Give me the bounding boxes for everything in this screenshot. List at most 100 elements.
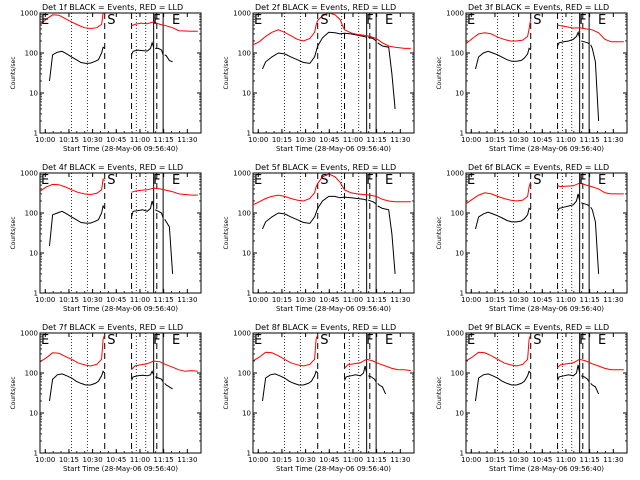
phase-marker: S <box>533 173 541 188</box>
x-tick-label: 10:45 <box>319 136 339 144</box>
x-tick-label: 10:45 <box>532 456 552 464</box>
x-tick-label: 10:30 <box>296 296 316 304</box>
events-series-line <box>262 365 387 402</box>
y-tick-label: 1000 <box>446 10 464 18</box>
lld-series-line <box>253 13 411 49</box>
x-tick-label: 11:00 <box>343 136 363 144</box>
y-tick-label: 1 <box>460 290 464 298</box>
events-series-line <box>475 193 600 274</box>
reference-lines <box>284 333 377 453</box>
x-tick-label: 11:00 <box>343 456 363 464</box>
plot-frame <box>39 172 202 294</box>
x-tick-label: 10:45 <box>106 456 126 464</box>
lld-series-line <box>40 13 198 32</box>
reference-lines <box>497 333 590 453</box>
y-axis-label: Counts/sec <box>223 216 230 249</box>
x-tick-label: 10:30 <box>83 296 103 304</box>
x-tick-label: 10:30 <box>509 456 529 464</box>
y-tick-label: 100 <box>25 370 38 378</box>
phase-marker: S <box>533 13 541 28</box>
x-tick-label: 11:30 <box>177 456 197 464</box>
y-tick-label: 100 <box>25 210 38 218</box>
series-group <box>253 334 411 402</box>
phase-marker: F <box>153 173 160 188</box>
x-tick-label: 11:15 <box>367 136 387 144</box>
lld-series-line <box>466 181 624 205</box>
x-tick-label: 11:15 <box>580 136 600 144</box>
events-series-line <box>49 200 174 274</box>
events-series-line <box>262 31 396 109</box>
x-tick-label: 10:15 <box>59 296 79 304</box>
y-tick-label: 1000 <box>20 170 38 178</box>
y-tick-label: 1000 <box>446 170 464 178</box>
panel-title: Det 4f BLACK = Events, RED = LLD <box>42 163 183 172</box>
y-tick-label: 1 <box>247 290 251 298</box>
phase-marker: S <box>533 333 541 348</box>
lld-series-line <box>40 178 198 196</box>
phase-marker: S <box>107 13 115 28</box>
x-tick-label: 10:45 <box>106 136 126 144</box>
x-tick-label: 10:00 <box>35 296 55 304</box>
series-group <box>40 13 198 82</box>
y-tick-label: 10 <box>455 90 464 98</box>
phase-marker: E <box>467 173 475 188</box>
x-tick-label: 11:15 <box>580 456 600 464</box>
x-tick-label: 11:00 <box>130 136 150 144</box>
lld-series-line <box>466 334 624 371</box>
y-tick-label: 1000 <box>233 10 251 18</box>
series-group <box>466 19 624 122</box>
x-tick-label: 10:15 <box>485 136 505 144</box>
y-tick-label: 100 <box>238 370 251 378</box>
x-tick-label: 10:45 <box>532 136 552 144</box>
x-tick-label: 11:00 <box>343 296 363 304</box>
phase-marker: E <box>385 333 393 348</box>
events-series-line <box>475 364 600 402</box>
x-tick-label: 10:30 <box>296 456 316 464</box>
reference-lines <box>497 13 590 133</box>
x-tick-label: 10:45 <box>532 296 552 304</box>
phase-marker: E <box>41 333 49 348</box>
x-tick-label: 11:00 <box>130 456 150 464</box>
y-tick-label: 10 <box>242 410 251 418</box>
panel-title: Det 6f BLACK = Events, RED = LLD <box>468 163 609 172</box>
x-tick-label: 11:00 <box>556 136 576 144</box>
x-tick-label: 11:15 <box>154 456 174 464</box>
x-tick-label: 11:30 <box>177 136 197 144</box>
plot-frame <box>465 332 628 454</box>
phase-marker: F <box>366 13 373 28</box>
y-tick-label: 1 <box>247 450 251 458</box>
x-tick-label: 10:45 <box>319 296 339 304</box>
phase-marker: F <box>579 173 586 188</box>
x-tick-label: 10:00 <box>461 456 481 464</box>
y-axis-label: Counts/sec <box>10 56 17 89</box>
x-tick-label: 11:30 <box>177 296 197 304</box>
phase-marker: E <box>467 333 475 348</box>
events-series-line <box>49 370 173 402</box>
x-tick-label: 11:00 <box>556 296 576 304</box>
x-tick-label: 10:30 <box>83 456 103 464</box>
y-axis-label: Counts/sec <box>223 56 230 89</box>
plot-frame <box>39 332 202 454</box>
phase-marker: E <box>172 333 180 348</box>
y-tick-label: 10 <box>29 410 38 418</box>
y-tick-label: 100 <box>451 50 464 58</box>
x-tick-label: 10:15 <box>272 456 292 464</box>
x-tick-label: 11:00 <box>130 296 150 304</box>
series-group <box>253 13 411 109</box>
phase-marker: F <box>366 173 373 188</box>
y-tick-label: 1 <box>247 130 251 138</box>
panel-title: Det 9f BLACK = Events, RED = LLD <box>468 323 609 332</box>
reference-lines <box>71 13 164 133</box>
x-tick-label: 11:30 <box>603 456 623 464</box>
phase-marker: E <box>172 13 180 28</box>
reference-lines <box>71 333 164 453</box>
reference-lines <box>497 173 590 293</box>
x-tick-label: 10:15 <box>485 456 505 464</box>
y-tick-label: 10 <box>242 90 251 98</box>
plot-frame <box>252 12 415 134</box>
x-tick-label: 10:45 <box>319 456 339 464</box>
reference-lines <box>71 173 164 293</box>
